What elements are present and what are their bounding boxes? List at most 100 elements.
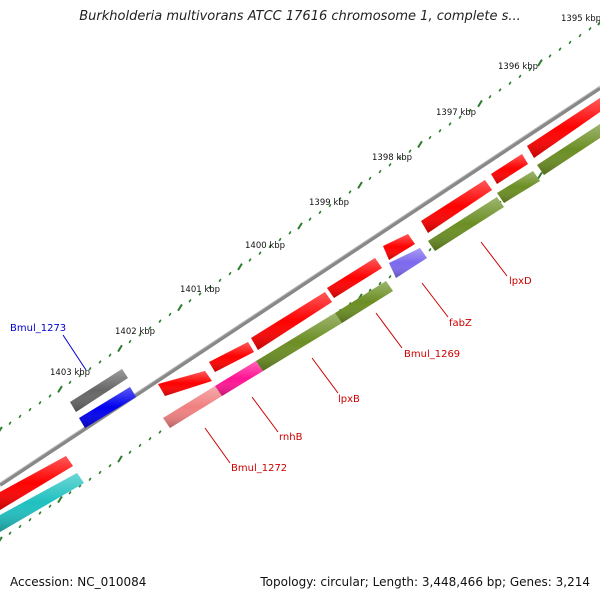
scale-tick: [428, 135, 432, 140]
scale-tick: [537, 171, 543, 180]
gene-magenta-rnhb[interactable]: [215, 361, 263, 396]
gene-red-lpxd[interactable]: [421, 180, 492, 233]
gene-red-lpxb[interactable]: [251, 292, 332, 350]
scale-tick: [288, 231, 292, 235]
scale-tick: [98, 360, 102, 364]
gene-label-bmul-1273[interactable]: Bmul_1273: [10, 323, 66, 334]
scale-tick: [448, 122, 452, 126]
gene-red-d[interactable]: [527, 98, 600, 158]
scale-tick: [18, 414, 22, 419]
scale-tick: [278, 237, 282, 242]
scale-label-1399: 1399 kbp: [309, 198, 349, 208]
scale-tick: [357, 181, 363, 189]
scale-tick: [117, 344, 123, 353]
scale-tick: [158, 430, 162, 434]
scale-tick: [138, 443, 142, 448]
scale-tick: [57, 495, 63, 504]
scale-track: [0, 20, 600, 432]
scale-tick: [88, 367, 92, 371]
gene-red-a[interactable]: [158, 371, 212, 396]
scale-label-1400: 1400 kbp: [245, 241, 285, 251]
scale-tick: [548, 54, 552, 58]
scale-label-1401: 1401 kbp: [180, 285, 220, 295]
gene-cyan[interactable]: [0, 473, 84, 532]
scale-tick: [498, 88, 502, 92]
scale-tick: [128, 339, 132, 344]
scale-tick: [528, 67, 532, 72]
scale-tick: [18, 524, 22, 529]
scale-tick: [508, 81, 512, 85]
gene-purple-fabz[interactable]: [389, 248, 427, 278]
scale-tick: [148, 326, 152, 330]
scale-tick: [38, 401, 42, 405]
scale-tick: [148, 436, 152, 441]
topology-summary: Topology: circular; Length: 3,448,466 bp…: [260, 575, 590, 589]
scale-tick: [588, 27, 592, 31]
gene-red-bmul-1269[interactable]: [327, 258, 382, 298]
gene-olive-bmul-1269[interactable]: [335, 281, 393, 323]
scale-tick: [28, 517, 32, 522]
gene-label-lpxb[interactable]: lpxB: [338, 394, 360, 405]
scale-tick: [208, 285, 212, 289]
scale-tick: [468, 108, 472, 113]
scale-tick: [218, 278, 222, 283]
scale-tick: [108, 463, 112, 468]
scale-tick: [78, 484, 82, 488]
scale-tick: [477, 99, 483, 108]
scale-label-1398: 1398 kbp: [372, 153, 412, 163]
scale-tick: [318, 210, 322, 215]
scale-tick: [348, 190, 352, 194]
scale-tick: [417, 140, 423, 149]
gene-gray-bmul-1273[interactable]: [70, 369, 128, 412]
gene-olive-b[interactable]: [497, 171, 540, 203]
scale-tick: [98, 470, 102, 475]
scale-tick: [597, 20, 600, 26]
scale-tick: [198, 292, 202, 296]
scale-tick: [258, 251, 262, 255]
scale-label-1396: 1396 kbp: [498, 62, 538, 72]
scale-tick: [368, 176, 372, 181]
scale-tick: [248, 258, 252, 262]
scale-tick: [408, 149, 412, 153]
gene-red-c[interactable]: [491, 154, 528, 184]
scale-label-1402: 1402 kbp: [115, 327, 155, 337]
gene-olive-lpxd[interactable]: [428, 197, 504, 251]
scale-tick: [38, 511, 42, 515]
gene-label-bmul-1272[interactable]: Bmul_1272: [231, 463, 287, 474]
scale-tick: [168, 312, 172, 317]
scale-tick: [428, 247, 432, 252]
gene-olive-c[interactable]: [537, 124, 600, 175]
scale-tick: [458, 115, 462, 119]
scale-tick: [297, 222, 303, 230]
scale-tick: [158, 319, 162, 323]
scale-tick: [578, 33, 582, 38]
scale-tick: [558, 47, 562, 51]
scale-tick: [518, 74, 522, 79]
gene-label-bmul-1269[interactable]: Bmul_1269: [404, 349, 460, 360]
scale-tick: [57, 385, 63, 393]
gene-label-fabz[interactable]: fabZ: [449, 318, 472, 329]
gene-label-lpxd[interactable]: lpxD: [509, 276, 532, 287]
gene-pink-bmul-1272[interactable]: [163, 386, 222, 428]
scale-tick: [177, 303, 183, 312]
scale-tick: [338, 197, 342, 201]
gene-red-e[interactable]: [0, 456, 73, 510]
scale-tick: [48, 504, 52, 509]
scale-tick: [0, 536, 3, 542]
scale-tick: [117, 455, 123, 463]
scale-tick: [78, 373, 82, 378]
gene-olive-lpxb[interactable]: [256, 313, 342, 371]
map-title: Burkholderia multivorans ATCC 17616 chro…: [79, 9, 521, 24]
gene-red-b[interactable]: [209, 342, 254, 372]
gene-red-fabz[interactable]: [383, 234, 415, 260]
scale-label-1397: 1397 kbp: [436, 108, 476, 118]
scale-tick: [388, 163, 392, 167]
gene-blue[interactable]: [79, 387, 136, 428]
accession-text: Accession: NC_010084: [10, 575, 147, 589]
scale-tick: [88, 477, 92, 482]
scale-tick: [48, 394, 52, 398]
scale-tick: [138, 333, 142, 337]
gene-label-rnhb[interactable]: rnhB: [279, 432, 303, 443]
scale-tick: [108, 353, 112, 357]
